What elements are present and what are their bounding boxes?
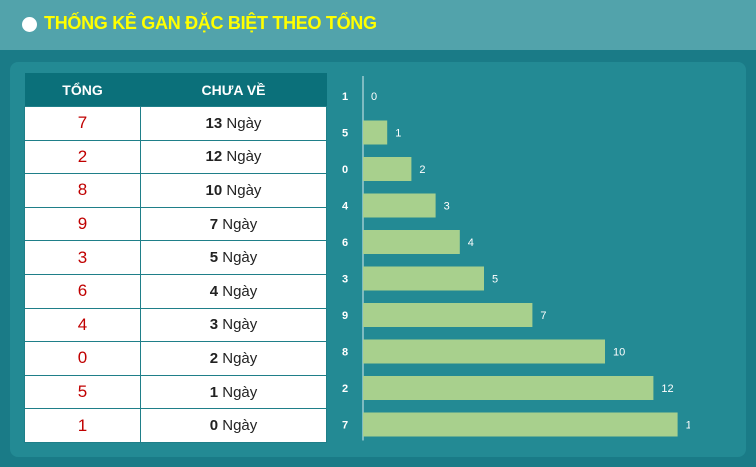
- chua-ve-cell: 4 Ngày: [140, 273, 327, 309]
- days-unit: Ngày: [226, 181, 262, 199]
- days-value: 3: [209, 316, 219, 334]
- days-unit: Ngày: [222, 316, 258, 334]
- tong-cell: 5: [24, 374, 141, 410]
- chua-ve-cell: 12 Ngày: [140, 139, 327, 175]
- days-unit: Ngày: [222, 249, 258, 267]
- bar-value-label: 13: [686, 420, 690, 432]
- bar: [363, 266, 484, 291]
- category-label: 3: [342, 274, 348, 286]
- bar-value-label: 5: [492, 274, 498, 286]
- days-unit: Ngày: [222, 282, 258, 300]
- bar-value-label: 1: [395, 128, 401, 140]
- bar-value-label: 12: [661, 383, 673, 395]
- bar-value-label: 7: [540, 310, 546, 322]
- category-label: 8: [342, 347, 348, 359]
- bullet-icon: [22, 17, 37, 32]
- category-label: 5: [342, 128, 348, 140]
- tong-cell: 8: [24, 173, 141, 208]
- days-unit: Ngày: [226, 148, 262, 166]
- tong-cell: 7: [24, 106, 141, 141]
- category-label: 9: [342, 310, 348, 322]
- page-title: THỐNG KÊ GAN ĐẶC BIỆT THEO TỔNG: [44, 13, 377, 33]
- bar: [363, 303, 533, 327]
- tong-cell: 0: [24, 341, 141, 376]
- category-label: 4: [342, 201, 349, 213]
- table-row: 2 12 Ngày: [24, 139, 327, 175]
- tong-cell: 3: [24, 240, 141, 275]
- tong-cell: 9: [24, 206, 141, 242]
- days-value: 5: [209, 249, 219, 267]
- category-label: 0: [342, 164, 348, 176]
- table-header-row: TỔNG CHƯA VỀ: [24, 73, 327, 107]
- tong-cell: 4: [24, 307, 141, 343]
- days-unit: Ngày: [222, 383, 258, 401]
- table-row: 8 10 Ngày: [24, 173, 327, 208]
- category-label: 7: [342, 420, 348, 432]
- table-row: 7 13 Ngày: [24, 106, 327, 141]
- chua-ve-cell: 1 Ngày: [140, 374, 327, 410]
- bar-value-label: 10: [613, 347, 625, 359]
- column-header-chua-ve: CHƯA VỀ: [140, 73, 327, 107]
- tong-cell: 1: [24, 408, 141, 443]
- category-label: 6: [342, 237, 348, 249]
- days-value: 4: [209, 282, 219, 300]
- tong-cell: 6: [24, 273, 141, 309]
- bar: [363, 120, 388, 145]
- days-value: 2: [209, 349, 219, 367]
- days-unit: Ngày: [222, 215, 258, 233]
- days-value: 10: [205, 181, 223, 199]
- days-value: 0: [209, 417, 219, 435]
- bar: [363, 193, 436, 218]
- chua-ve-cell: 10 Ngày: [140, 173, 327, 208]
- bar-value-label: 3: [444, 201, 450, 213]
- days-unit: Ngày: [226, 114, 262, 132]
- chua-ve-cell: 3 Ngày: [140, 307, 327, 343]
- days-value: 13: [205, 114, 223, 132]
- stats-table: TỔNG CHƯA VỀ 7 13 Ngày 2 12 Ngày 8 10 Ngày 9 7 …: [24, 73, 327, 443]
- bar-value-label: 4: [468, 237, 474, 249]
- bar-value-label: 0: [371, 91, 377, 103]
- days-unit: Ngày: [222, 349, 258, 367]
- chua-ve-cell: 13 Ngày: [140, 106, 327, 141]
- bar-chart: 10510243643597810212713: [342, 76, 690, 441]
- bar: [363, 157, 412, 181]
- chua-ve-cell: 5 Ngày: [140, 240, 327, 275]
- bar: [363, 230, 460, 254]
- tong-cell: 2: [24, 139, 141, 175]
- header-bar: THỐNG KÊ GAN ĐẶC BIỆT THEO TỔNG: [0, 0, 756, 50]
- bar-value-label: 2: [419, 164, 425, 176]
- bar: [363, 339, 605, 364]
- chua-ve-cell: 2 Ngày: [140, 341, 327, 376]
- category-label: 2: [342, 383, 348, 395]
- days-value: 1: [209, 383, 219, 401]
- days-value: 7: [209, 215, 219, 233]
- bar: [363, 376, 654, 400]
- category-label: 1: [342, 91, 348, 103]
- chua-ve-cell: 7 Ngày: [140, 206, 327, 242]
- bar: [363, 412, 678, 437]
- days-unit: Ngày: [222, 417, 258, 435]
- column-header-tong: TỔNG: [24, 73, 141, 107]
- days-value: 12: [205, 148, 223, 166]
- chua-ve-cell: 0 Ngày: [140, 408, 327, 443]
